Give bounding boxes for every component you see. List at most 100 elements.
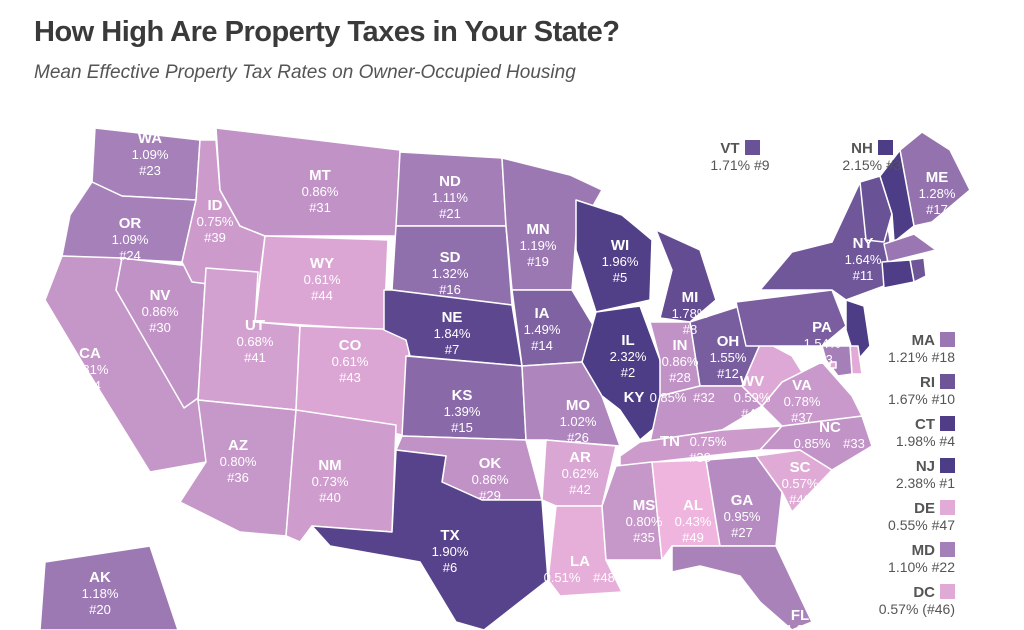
state-value: #15 (451, 420, 473, 435)
state-value: #36 (227, 470, 249, 485)
legend-value: 2.38% #1 (895, 475, 955, 491)
legend-swatch (940, 332, 955, 347)
state-vt[interactable] (859, 175, 893, 243)
state-value: 0.57% (782, 476, 819, 491)
state-label-wi: WI1.96%#5 (602, 237, 639, 285)
state-value: #16 (439, 282, 461, 297)
state-abbr: FL (791, 607, 809, 624)
state-value: #27 (731, 525, 753, 540)
state-wi[interactable] (575, 199, 653, 313)
legend-abbr: DC (913, 584, 935, 601)
state-value: #21 (439, 206, 461, 221)
state-label-id: ID0.75%#39 (197, 197, 234, 245)
state-label-ia: IA1.49%#14 (524, 305, 561, 353)
state-value: #11 (853, 268, 874, 283)
state-abbr: MT (309, 167, 331, 184)
state-value: 0.68% (237, 334, 274, 349)
state-ak[interactable] (39, 545, 179, 630)
state-label-ga: GA0.95%#27 (724, 492, 761, 540)
state-label-nd: ND1.11%#21 (432, 173, 468, 221)
legend-ma: MA 1.21% #18 (870, 332, 955, 366)
state-abbr: SD (440, 249, 461, 266)
legend-dc: DC 0.57% (#46) (870, 584, 955, 618)
state-abbr: PA (812, 319, 832, 336)
state-value: #42 (569, 482, 591, 497)
state-value: 1.96% (602, 254, 639, 269)
state-value: #30 (149, 320, 171, 335)
legend-value: 0.57% (#46) (878, 601, 955, 617)
state-value: 1.06% (786, 622, 823, 630)
legend-abbr: NH (851, 140, 873, 157)
legend-abbr: MD (911, 542, 935, 559)
state-value: #46 (789, 492, 811, 507)
state-value: 1.09% (132, 147, 169, 162)
state-mt[interactable] (215, 127, 401, 237)
legend-value: 1.71% #9 (710, 157, 770, 173)
state-abbr: MI (682, 289, 699, 306)
legend-ri: RI 1.67% #10 (870, 374, 955, 408)
state-value: 0.59% (734, 390, 771, 405)
state-label-fl: FL1.06% (786, 607, 823, 630)
state-abbr: MO (566, 397, 590, 414)
state-value: #8 (683, 322, 697, 337)
state-pa[interactable] (735, 289, 847, 347)
state-abbr: IL (621, 332, 634, 349)
state-ma[interactable] (883, 233, 937, 263)
state-value: 0.86% (302, 184, 339, 199)
state-label-nc: NC0.85% #33 (794, 419, 865, 451)
state-abbr: AR (569, 449, 591, 466)
state-value: 2.32% (610, 349, 647, 364)
state-abbr: KS (452, 387, 473, 404)
state-md[interactable] (821, 345, 853, 377)
legend-md: MD 1.10% #22 (870, 542, 955, 576)
state-value: 0.73% (312, 474, 349, 489)
state-value: #31 (309, 200, 331, 215)
state-label-in: IN0.86%#28 (662, 337, 699, 385)
state-nh[interactable] (879, 149, 915, 243)
state-label-nv: NV0.86%#30 (142, 287, 179, 335)
state-ct[interactable] (881, 259, 915, 289)
state-label-nm: NM0.73%#40 (312, 457, 349, 505)
state-value: #32 (693, 390, 715, 405)
legend-value: 1.10% #22 (888, 559, 955, 575)
state-abbr: IN (673, 337, 688, 354)
state-value: #17 (926, 202, 948, 217)
state-ga[interactable] (705, 455, 783, 547)
state-fl[interactable] (671, 545, 813, 630)
state-abbr: AZ (228, 437, 248, 454)
state-tx[interactable] (311, 449, 549, 630)
state-value: 0.75% (197, 214, 234, 229)
legend-abbr: RI (920, 374, 935, 391)
state-abbr: NY (853, 235, 874, 252)
state-label-ky: KY 0.85% #32 (624, 389, 715, 406)
state-value: #34 (79, 378, 101, 393)
state-mn[interactable] (501, 157, 603, 291)
state-value: 0.80% (220, 454, 257, 469)
state-abbr: UT (245, 317, 265, 334)
legend-abbr: CT (915, 416, 935, 433)
state-il[interactable] (581, 305, 665, 441)
state-sc[interactable] (755, 449, 833, 513)
state-dc[interactable] (829, 361, 837, 369)
state-value: #2 (621, 365, 635, 380)
state-value: 0.95% (724, 509, 761, 524)
state-label-ut: UT0.68%#41 (237, 317, 274, 365)
legend-ct: CT 1.98% #4 (870, 416, 955, 450)
state-value: 0.85% (794, 436, 831, 451)
state-abbr: MS (633, 497, 656, 514)
state-value: #23 (139, 163, 161, 178)
state-value: #26 (567, 430, 589, 445)
state-abbr: WA (138, 130, 162, 147)
legend-swatch (940, 542, 955, 557)
state-value: 0.78% (784, 394, 821, 409)
state-label-sc: SC0.57%#46 (782, 459, 819, 507)
state-value: #44 (311, 288, 333, 303)
legend-nh: NH 2.15% #3 (832, 140, 912, 174)
state-value: #43 (339, 370, 361, 385)
legend-value: 1.67% #10 (888, 391, 955, 407)
state-abbr: NC (819, 419, 841, 436)
state-abbr: AL (683, 497, 703, 514)
state-ms[interactable] (601, 461, 663, 561)
state-label-tn: TN 0.75%#38 (660, 433, 727, 465)
state-value: #29 (479, 488, 501, 503)
